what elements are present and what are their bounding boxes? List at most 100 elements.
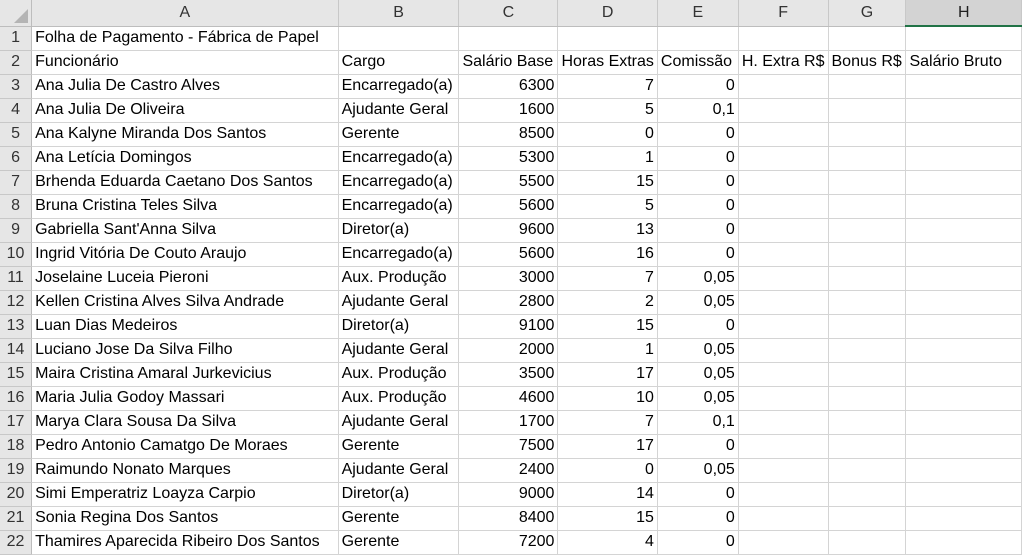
overtime-value-cell[interactable] (738, 290, 829, 315)
column-title-cell[interactable]: H. Extra R$ (738, 50, 829, 75)
base-salary-cell[interactable]: 1700 (458, 410, 559, 435)
overtime-hours-cell[interactable]: 15 (557, 506, 658, 531)
job-title-cell[interactable]: Gerente (338, 122, 460, 147)
employee-name-cell[interactable]: Kellen Cristina Alves Silva Andrade (31, 290, 339, 315)
overtime-value-cell[interactable] (738, 122, 829, 147)
employee-name-cell[interactable]: Luan Dias Medeiros (31, 314, 339, 339)
overtime-value-cell[interactable] (738, 458, 829, 483)
bonus-cell[interactable] (828, 410, 907, 435)
gross-salary-cell[interactable] (905, 530, 1022, 555)
job-title-cell[interactable]: Encarregado(a) (338, 146, 460, 171)
bonus-cell[interactable] (828, 362, 907, 387)
bonus-cell[interactable] (828, 170, 907, 195)
overtime-value-cell[interactable] (738, 530, 829, 555)
gross-salary-cell[interactable] (905, 434, 1022, 459)
job-title-cell[interactable]: Aux. Produção (338, 362, 460, 387)
base-salary-cell[interactable]: 2800 (458, 290, 559, 315)
job-title-cell[interactable]: Encarregado(a) (338, 170, 460, 195)
row-header[interactable]: 5 (0, 122, 33, 147)
employee-name-cell[interactable]: Ana Julia De Castro Alves (31, 74, 339, 99)
column-header-h[interactable]: H (905, 0, 1022, 27)
row-header[interactable]: 14 (0, 338, 33, 363)
row-header[interactable]: 3 (0, 74, 33, 99)
overtime-hours-cell[interactable]: 0 (557, 122, 658, 147)
column-title-cell[interactable]: Cargo (338, 50, 460, 75)
employee-name-cell[interactable]: Ana Letícia Domingos (31, 146, 339, 171)
select-all-button[interactable] (0, 0, 33, 27)
empty-cell[interactable] (338, 26, 460, 51)
row-header[interactable]: 4 (0, 98, 33, 123)
job-title-cell[interactable]: Diretor(a) (338, 314, 460, 339)
bonus-cell[interactable] (828, 218, 907, 243)
row-header[interactable]: 22 (0, 530, 33, 555)
overtime-value-cell[interactable] (738, 314, 829, 339)
commission-cell[interactable]: 0,05 (657, 290, 739, 315)
gross-salary-cell[interactable] (905, 74, 1022, 99)
gross-salary-cell[interactable] (905, 242, 1022, 267)
row-header[interactable]: 7 (0, 170, 33, 195)
gross-salary-cell[interactable] (905, 458, 1022, 483)
bonus-cell[interactable] (828, 506, 907, 531)
base-salary-cell[interactable]: 9000 (458, 482, 559, 507)
overtime-hours-cell[interactable]: 5 (557, 98, 658, 123)
overtime-hours-cell[interactable]: 0 (557, 458, 658, 483)
base-salary-cell[interactable]: 2400 (458, 458, 559, 483)
column-title-cell[interactable]: Bonus R$ (828, 50, 907, 75)
overtime-value-cell[interactable] (738, 362, 829, 387)
bonus-cell[interactable] (828, 290, 907, 315)
row-header[interactable]: 21 (0, 506, 33, 531)
base-salary-cell[interactable]: 6300 (458, 74, 559, 99)
bonus-cell[interactable] (828, 434, 907, 459)
commission-cell[interactable]: 0 (657, 482, 739, 507)
overtime-hours-cell[interactable]: 14 (557, 482, 658, 507)
bonus-cell[interactable] (828, 482, 907, 507)
row-header[interactable]: 2 (0, 50, 33, 75)
commission-cell[interactable]: 0 (657, 194, 739, 219)
gross-salary-cell[interactable] (905, 338, 1022, 363)
employee-name-cell[interactable]: Gabriella Sant'Anna Silva (31, 218, 339, 243)
commission-cell[interactable]: 0 (657, 122, 739, 147)
empty-cell[interactable] (557, 26, 658, 51)
overtime-hours-cell[interactable]: 10 (557, 386, 658, 411)
overtime-hours-cell[interactable]: 4 (557, 530, 658, 555)
job-title-cell[interactable]: Ajudante Geral (338, 338, 460, 363)
bonus-cell[interactable] (828, 146, 907, 171)
commission-cell[interactable]: 0 (657, 170, 739, 195)
overtime-value-cell[interactable] (738, 506, 829, 531)
employee-name-cell[interactable]: Luciano Jose Da Silva Filho (31, 338, 339, 363)
commission-cell[interactable]: 0 (657, 146, 739, 171)
commission-cell[interactable]: 0,05 (657, 362, 739, 387)
bonus-cell[interactable] (828, 122, 907, 147)
job-title-cell[interactable]: Aux. Produção (338, 386, 460, 411)
sheet-title-cell[interactable]: Folha de Pagamento - Fábrica de Papel (31, 26, 339, 51)
overtime-hours-cell[interactable]: 15 (557, 170, 658, 195)
overtime-value-cell[interactable] (738, 338, 829, 363)
job-title-cell[interactable]: Aux. Produção (338, 266, 460, 291)
base-salary-cell[interactable]: 8400 (458, 506, 559, 531)
job-title-cell[interactable]: Gerente (338, 530, 460, 555)
overtime-value-cell[interactable] (738, 98, 829, 123)
gross-salary-cell[interactable] (905, 146, 1022, 171)
job-title-cell[interactable]: Encarregado(a) (338, 194, 460, 219)
job-title-cell[interactable]: Encarregado(a) (338, 74, 460, 99)
bonus-cell[interactable] (828, 386, 907, 411)
job-title-cell[interactable]: Ajudante Geral (338, 290, 460, 315)
job-title-cell[interactable]: Gerente (338, 506, 460, 531)
row-header[interactable]: 20 (0, 482, 33, 507)
overtime-value-cell[interactable] (738, 170, 829, 195)
overtime-hours-cell[interactable]: 2 (557, 290, 658, 315)
employee-name-cell[interactable]: Joselaine Luceia Pieroni (31, 266, 339, 291)
overtime-hours-cell[interactable]: 15 (557, 314, 658, 339)
bonus-cell[interactable] (828, 266, 907, 291)
overtime-value-cell[interactable] (738, 482, 829, 507)
bonus-cell[interactable] (828, 194, 907, 219)
bonus-cell[interactable] (828, 74, 907, 99)
commission-cell[interactable]: 0 (657, 434, 739, 459)
row-header[interactable]: 17 (0, 410, 33, 435)
base-salary-cell[interactable]: 9100 (458, 314, 559, 339)
row-header[interactable]: 16 (0, 386, 33, 411)
row-header[interactable]: 6 (0, 146, 33, 171)
employee-name-cell[interactable]: Maria Julia Godoy Massari (31, 386, 339, 411)
row-header[interactable]: 8 (0, 194, 33, 219)
base-salary-cell[interactable]: 4600 (458, 386, 559, 411)
